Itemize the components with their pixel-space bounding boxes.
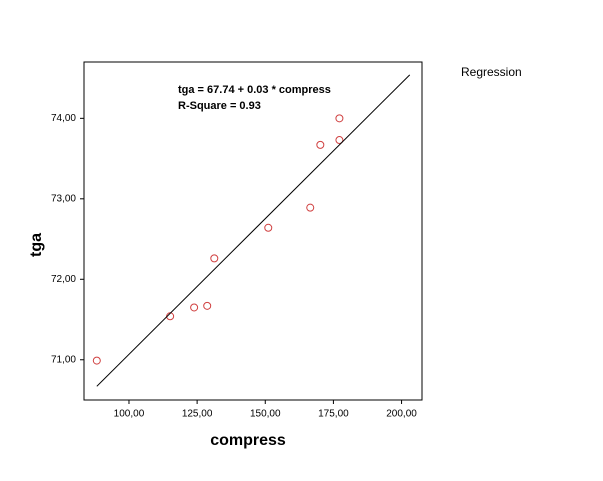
x-axis-label: compress: [210, 432, 286, 449]
data-point: [335, 136, 344, 145]
data-point: [203, 301, 212, 310]
annotation: tga = 67.74 + 0.03 * compress: [178, 84, 331, 96]
y-tick-label: 73,00: [51, 193, 76, 204]
fit-line: [96, 74, 411, 387]
data-point: [316, 140, 325, 149]
x-tick-label: 100,00: [114, 409, 145, 420]
y-tick-label: 71,00: [51, 354, 76, 365]
annotation: R-Square = 0.93: [178, 100, 261, 112]
x-tick-label: 200,00: [386, 409, 417, 420]
legend-entry: Regression: [461, 65, 522, 79]
data-point: [264, 223, 273, 232]
x-tick-label: 150,00: [250, 409, 281, 420]
x-tick-label: 125,00: [182, 409, 213, 420]
y-tick-label: 72,00: [51, 274, 76, 285]
data-point: [210, 254, 219, 263]
y-axis-label: tga: [28, 233, 45, 257]
data-point: [306, 203, 315, 212]
data-point: [335, 114, 344, 123]
y-tick-label: 74,00: [51, 113, 76, 124]
data-point: [92, 356, 101, 365]
x-tick-label: 175,00: [318, 409, 349, 420]
data-point: [190, 303, 199, 312]
